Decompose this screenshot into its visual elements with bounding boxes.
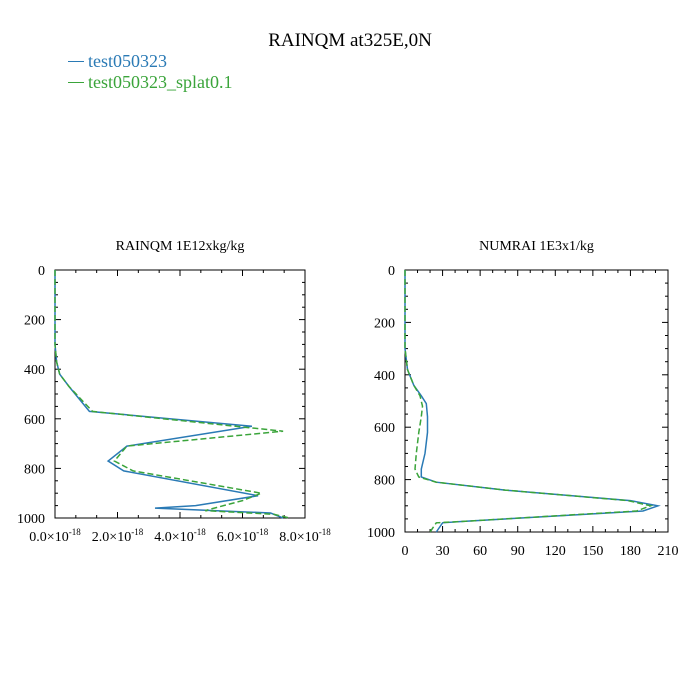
x-tick-label: 4.0×10-18 [154, 527, 206, 545]
x-tick-label: 180 [620, 544, 641, 559]
y-tick-label: 600 [374, 421, 395, 436]
legend: test050323 test050323_splat0.1 [68, 51, 233, 93]
y-tick-label: 800 [374, 474, 395, 489]
y-tick-label: 600 [24, 413, 45, 428]
x-tick-label: 60 [473, 544, 487, 559]
x-tick-label: 0 [402, 544, 409, 559]
x-tick-label: 120 [545, 544, 566, 559]
legend-entry-0: test050323 [68, 51, 233, 72]
series-line-1 [404, 270, 654, 533]
x-tick-label: 210 [658, 544, 679, 559]
panel-title: RAINQM 1E12xkg/kg [116, 239, 245, 254]
x-tick-label: 150 [582, 544, 603, 559]
legend-entry-1: test050323_splat0.1 [68, 72, 233, 93]
x-tick-label: 30 [436, 544, 450, 559]
y-tick-label: 0 [38, 264, 45, 279]
y-tick-label: 400 [374, 369, 395, 384]
y-tick-label: 200 [374, 316, 395, 331]
legend-label-1: test050323_splat0.1 [88, 72, 233, 92]
panel-rainqm: RAINQM 1E12xkg/kg 0 200 400 600 800 10000.0×10… [17, 239, 331, 545]
chart-title: RAINQM at325E,0N [268, 30, 432, 51]
legend-label-0: test050323 [88, 51, 167, 71]
x-tick-label: 2.0×10-18 [92, 527, 144, 545]
y-tick-label: 0 [388, 264, 395, 279]
series-line-0 [54, 270, 284, 519]
x-tick-label: 90 [511, 544, 525, 559]
y-tick-label: 800 [24, 462, 45, 477]
panel-numrai: NUMRAI 1E3x1/kg 0 200 400 600 800 1000 0 30 60 90 1… [367, 239, 679, 559]
x-tick-label: 6.0×10-18 [217, 527, 269, 545]
y-tick-label: 200 [24, 314, 45, 329]
y-tick-label: 1000 [367, 526, 395, 541]
legend-swatch-1 [68, 82, 84, 84]
panel-title: NUMRAI 1E3x1/kg [479, 239, 594, 254]
y-tick-label: 1000 [17, 512, 45, 527]
x-tick-label: 8.0×10-18 [279, 527, 331, 545]
legend-swatch-0 [68, 61, 84, 63]
series-line-0 [404, 270, 661, 533]
series-line-1 [54, 270, 290, 519]
y-tick-label: 400 [24, 363, 45, 378]
x-tick-label: 0.0×10-18 [29, 527, 81, 545]
